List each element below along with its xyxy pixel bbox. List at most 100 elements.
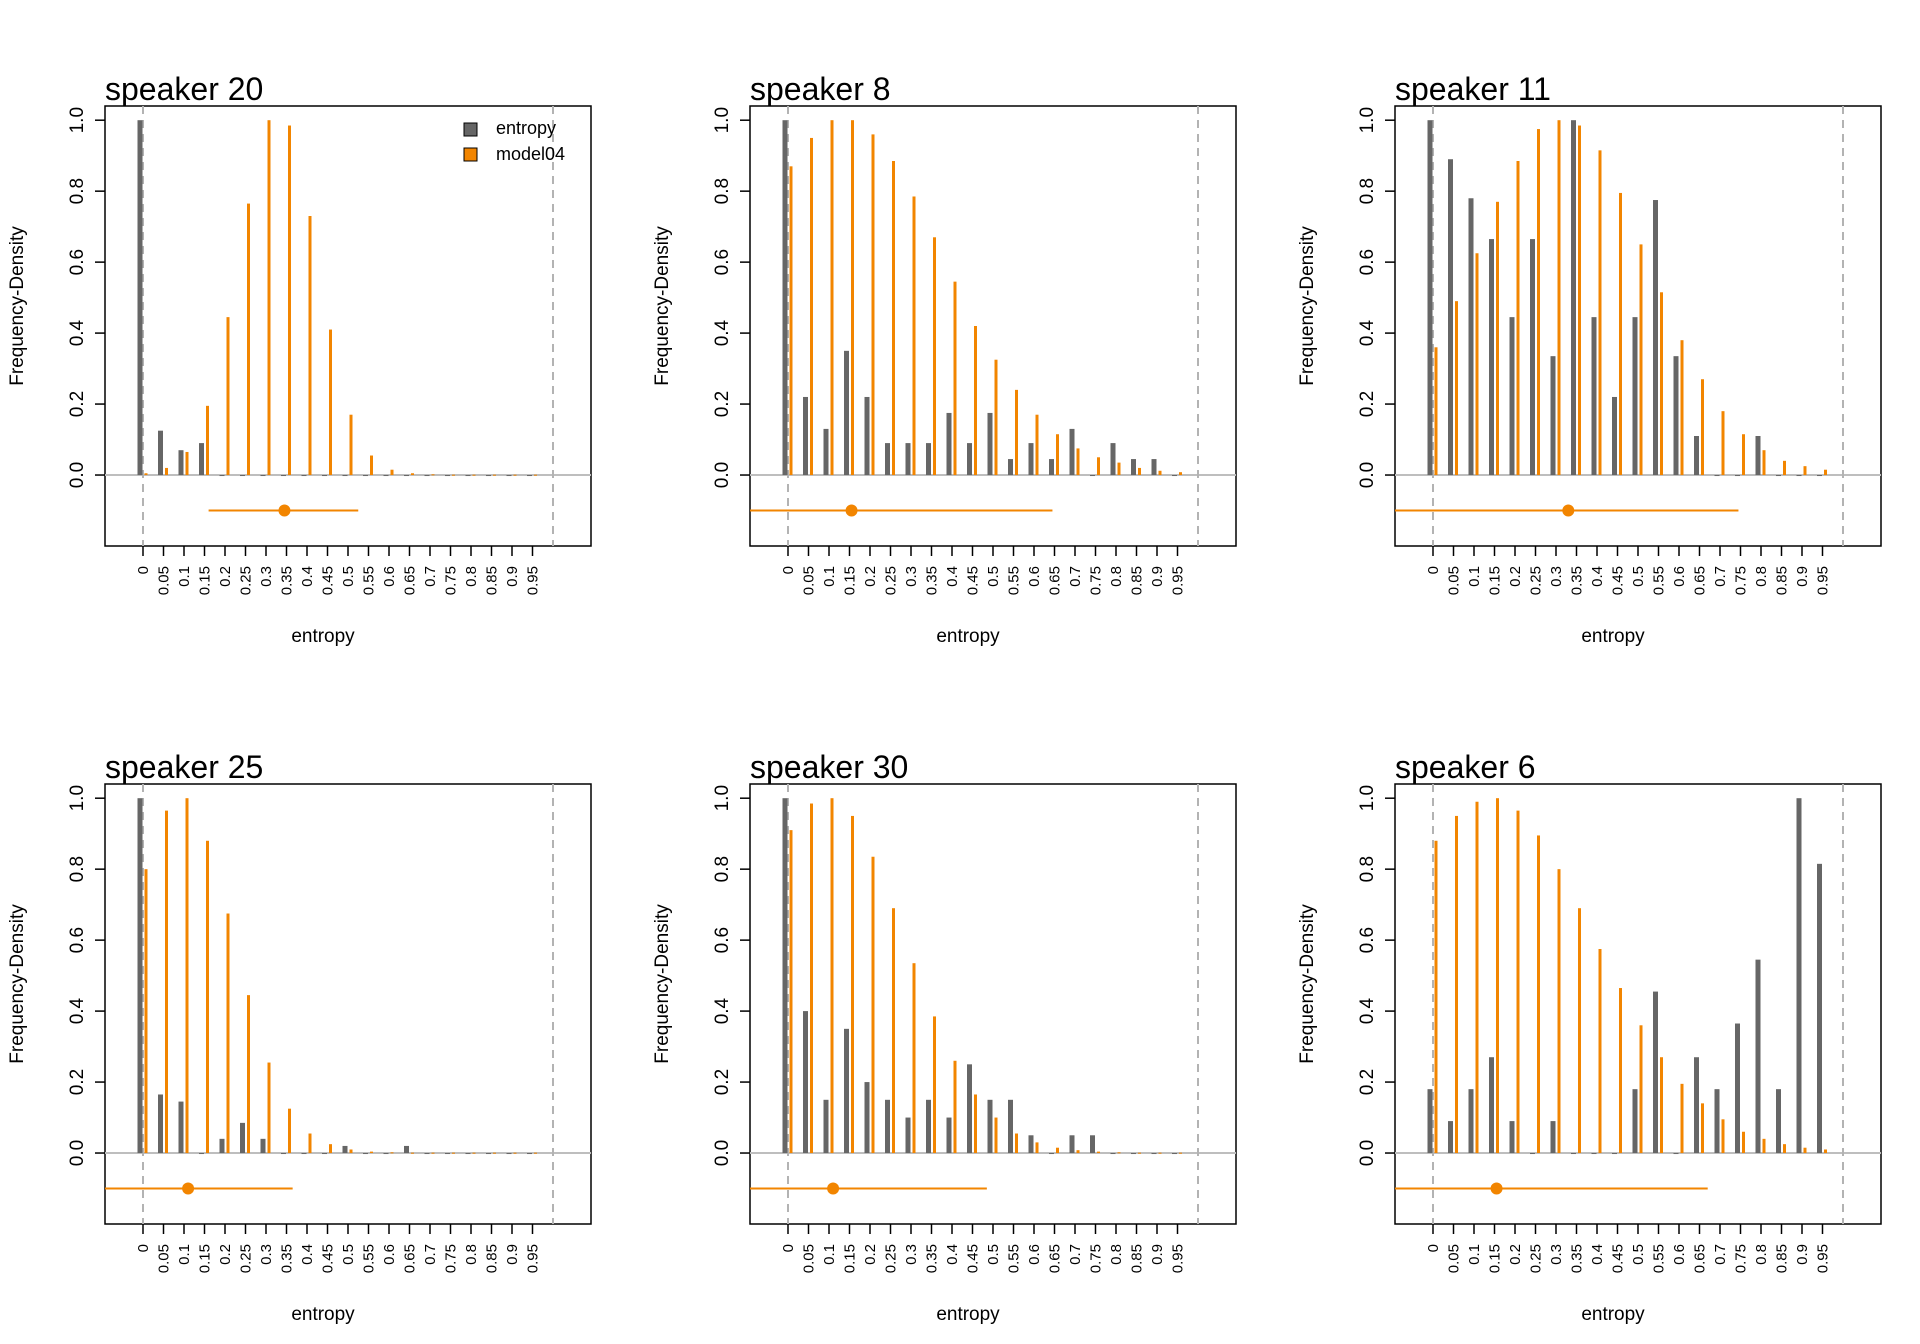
bar-model04 <box>851 120 854 476</box>
bar-entropy <box>1448 1121 1453 1154</box>
bar-model04 <box>912 963 916 1154</box>
bar-entropy <box>465 475 471 477</box>
bar-model04 <box>349 414 353 476</box>
bar-entropy <box>527 1153 532 1155</box>
bar-model04 <box>1701 1103 1704 1154</box>
chart-panel-3: speaker 11 0.0 0.2 0.4 0.6 0.8 1.0 Frequency-De… <box>1297 71 1882 647</box>
chart-panel-1: speaker 20 0.0 0.2 0.4 0.6 0.8 1.0 Frequency-De… <box>7 71 592 647</box>
bar-model04 <box>226 913 230 1154</box>
x-tick-label: 0.4 <box>1589 1244 1606 1265</box>
bar-entropy <box>199 443 204 476</box>
bar-entropy <box>905 443 911 476</box>
x-tick-label: 0.85 <box>1129 1244 1146 1273</box>
bar-entropy <box>1735 1023 1740 1154</box>
x-tick-label: 0.8 <box>1108 1244 1125 1265</box>
bar-model04 <box>1179 1152 1182 1154</box>
x-tick-label: 0.25 <box>883 566 900 595</box>
bar-model04 <box>953 1060 957 1154</box>
x-tick-label: 0.75 <box>443 1244 460 1273</box>
x-tick-label: 0.6 <box>1671 566 1688 587</box>
x-tick-label: 0.05 <box>801 566 818 595</box>
x-tick-label: 0.5 <box>1630 1244 1647 1265</box>
bar-model04 <box>329 1144 332 1154</box>
bar-entropy <box>1509 1121 1515 1154</box>
x-axis-label: entropy <box>291 626 355 647</box>
bar-entropy <box>1172 475 1177 477</box>
bar-entropy <box>1008 1099 1013 1154</box>
bar-entropy <box>1694 436 1699 476</box>
bar-model04 <box>1783 460 1786 476</box>
x-tick-label: 0.45 <box>1610 1244 1627 1273</box>
chart-title: speaker 25 <box>105 749 263 785</box>
x-tick-label: 0.2 <box>217 1244 234 1265</box>
bar-entropy <box>281 475 286 477</box>
y-tick-label: 1.0 <box>1357 785 1378 811</box>
bar-model04 <box>288 1108 291 1154</box>
bar-model04 <box>431 474 435 476</box>
x-tick-label: 0.2 <box>217 566 234 587</box>
bar-model04 <box>1117 1152 1121 1154</box>
bar-model04 <box>493 1152 496 1154</box>
x-axis-label: entropy <box>936 626 1000 647</box>
bar-entropy <box>1591 317 1597 476</box>
bar-entropy <box>260 475 266 477</box>
bar-entropy <box>178 450 184 476</box>
y-tick-label: 1.0 <box>67 107 88 133</box>
x-tick-label: 0.8 <box>463 566 480 587</box>
bar-model04 <box>206 405 209 476</box>
x-tick-label: 0.7 <box>1067 1244 1084 1265</box>
chart-panel-6: speaker 6 0.0 0.2 0.4 0.6 0.8 1.0 Frequency-Den… <box>1297 749 1882 1325</box>
bar-model04 <box>810 803 813 1154</box>
bar-model04 <box>1056 1147 1059 1154</box>
x-tick-label: 0.85 <box>1774 566 1791 595</box>
bar-model04 <box>1742 1131 1745 1154</box>
bar-model04 <box>1660 1057 1663 1154</box>
bar-model04 <box>1680 1083 1684 1154</box>
bar-model04 <box>144 869 148 1154</box>
x-tick-label: 0.8 <box>463 1244 480 1265</box>
x-tick-label: 0.15 <box>1487 566 1504 595</box>
bar-entropy <box>1110 1153 1116 1155</box>
y-axis-label: Frequency-Density <box>652 226 673 386</box>
bar-model04 <box>267 1062 271 1154</box>
x-tick-label: 0.65 <box>1047 566 1064 595</box>
chart-title: speaker 20 <box>105 71 263 107</box>
bar-entropy <box>987 412 993 476</box>
chart-panels: speaker 20 0.0 0.2 0.4 0.6 0.8 1.0 Frequency-De… <box>7 71 1882 1325</box>
bar-model04 <box>953 281 957 476</box>
bar-entropy <box>844 1028 849 1154</box>
y-tick-label: 0.2 <box>712 391 733 417</box>
x-tick-label: 0.95 <box>525 1244 542 1273</box>
x-tick-label: 0.4 <box>944 566 961 587</box>
bar-model04 <box>1660 292 1663 476</box>
y-tick-label: 0.0 <box>712 1140 733 1166</box>
x-tick-label: 0.35 <box>279 1244 296 1273</box>
bar-entropy <box>1090 475 1095 477</box>
x-tick-label: 0.1 <box>1466 566 1483 587</box>
y-tick-label: 0.4 <box>712 997 733 1024</box>
x-tick-label: 0.95 <box>1815 1244 1832 1273</box>
y-axis-label: Frequency-Density <box>652 904 673 1064</box>
bar-model04 <box>1680 340 1684 476</box>
bar-entropy <box>219 475 225 477</box>
bar-entropy <box>1591 1153 1597 1155</box>
bar-entropy <box>885 443 890 476</box>
y-axis-label: Frequency-Density <box>7 904 28 1064</box>
x-tick-label: 0.9 <box>1794 566 1811 587</box>
bar-entropy <box>1172 1153 1177 1155</box>
bar-entropy <box>1571 120 1576 476</box>
bar-model04 <box>1455 815 1458 1154</box>
x-tick-label: 0 <box>1425 566 1442 574</box>
bar-model04 <box>370 455 373 476</box>
bar-model04 <box>1158 1152 1162 1154</box>
x-tick-label: 0.2 <box>862 1244 879 1265</box>
bar-entropy <box>1090 1135 1095 1154</box>
x-tick-label: 0 <box>135 566 152 574</box>
bar-entropy <box>1755 959 1761 1154</box>
y-tick-label: 0.4 <box>1357 319 1378 346</box>
x-tick-label: 0.2 <box>1507 1244 1524 1265</box>
bar-model04 <box>452 1152 455 1154</box>
bar-entropy <box>1151 1153 1157 1155</box>
x-tick-label: 0.4 <box>944 1244 961 1265</box>
bar-model04 <box>1639 244 1643 476</box>
